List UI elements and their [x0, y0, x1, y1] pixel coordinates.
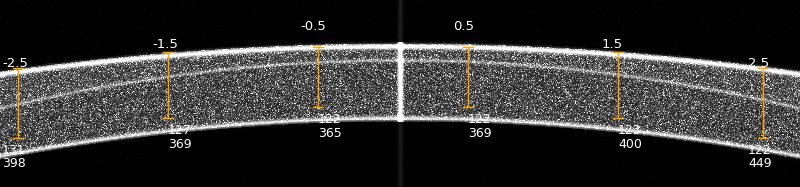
Text: 122: 122 [468, 113, 492, 126]
Text: -0.5: -0.5 [300, 20, 326, 33]
Text: 122: 122 [318, 113, 342, 126]
Text: 365: 365 [318, 127, 342, 140]
Text: 1.5: 1.5 [602, 38, 623, 51]
Text: -1.5: -1.5 [152, 38, 178, 51]
Text: 2.5: 2.5 [748, 57, 769, 70]
Text: 369: 369 [168, 138, 192, 151]
Text: 369: 369 [468, 127, 492, 140]
Text: 122: 122 [748, 144, 772, 157]
Text: 400: 400 [618, 138, 642, 151]
Text: 0.5: 0.5 [453, 20, 474, 33]
Text: 127: 127 [168, 124, 192, 137]
Text: 131: 131 [2, 144, 26, 157]
Text: 449: 449 [748, 157, 772, 170]
Text: 123: 123 [618, 124, 642, 137]
Text: -2.5: -2.5 [2, 57, 28, 70]
Text: 398: 398 [2, 157, 26, 170]
